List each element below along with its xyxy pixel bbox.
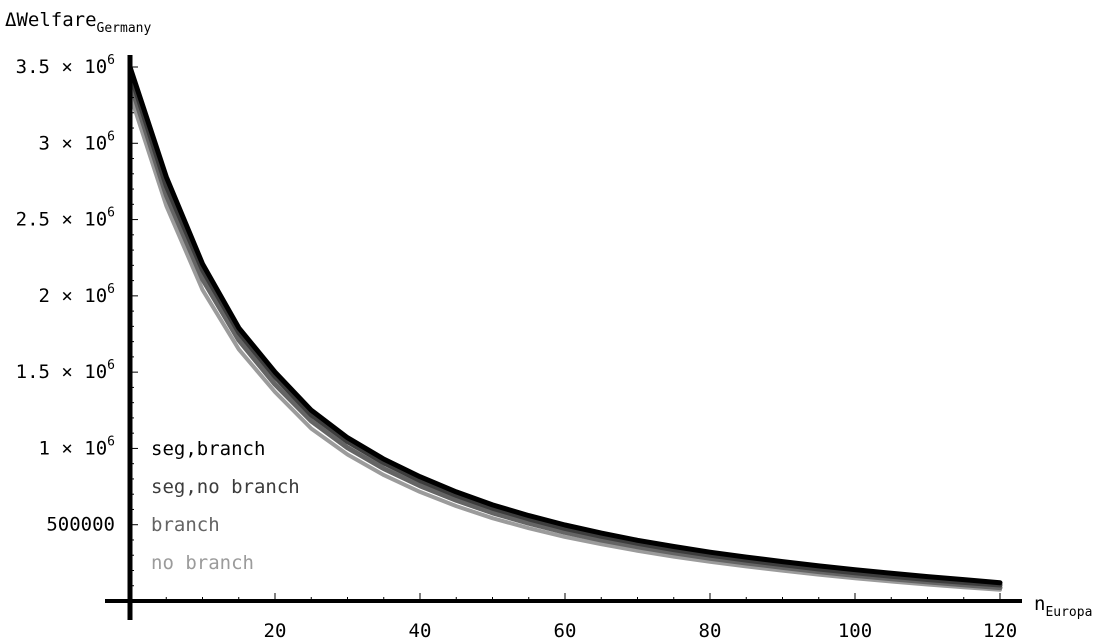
y-tick-label: 1.5 × 106	[16, 358, 115, 383]
legend-item: seg,no branch	[151, 476, 300, 498]
x-tick-label: 60	[554, 620, 577, 639]
ticks-layer: 20 40 60 80 100 120 500000 1 × 106 1.5 × 106 2 × …	[16, 53, 1018, 639]
y-tick-label: 2.5 × 106	[16, 206, 115, 231]
legend: seg,branch seg,no branch branch no branch	[151, 438, 300, 574]
y-axis-title: ΔWelfareGermany	[5, 9, 151, 36]
x-tick-label: 20	[264, 620, 287, 639]
series-line-seg-no-branch	[127, 70, 1003, 588]
series-line-branch	[127, 79, 1003, 591]
x-tick-label: 120	[983, 620, 1017, 639]
y-tick-label: 1 × 106	[39, 434, 115, 459]
y-tick-label: 500000	[46, 514, 115, 536]
x-tick-label: 40	[409, 620, 432, 639]
series-line-no-branch	[128, 92, 1002, 592]
legend-item: branch	[151, 514, 220, 536]
y-tick-label: 3 × 106	[39, 129, 115, 154]
axes-layer	[105, 55, 1022, 620]
series-layer	[127, 64, 1003, 592]
y-tick-label: 2 × 106	[39, 282, 115, 307]
y-tick-label: 3.5 × 106	[16, 53, 115, 78]
legend-item: seg,branch	[151, 438, 265, 460]
x-axis-title: nEuropa	[1034, 593, 1092, 620]
series-line-seg-branch	[127, 64, 1003, 586]
x-tick-label: 100	[838, 620, 872, 639]
legend-item: no branch	[151, 552, 254, 574]
x-tick-label: 80	[699, 620, 722, 639]
